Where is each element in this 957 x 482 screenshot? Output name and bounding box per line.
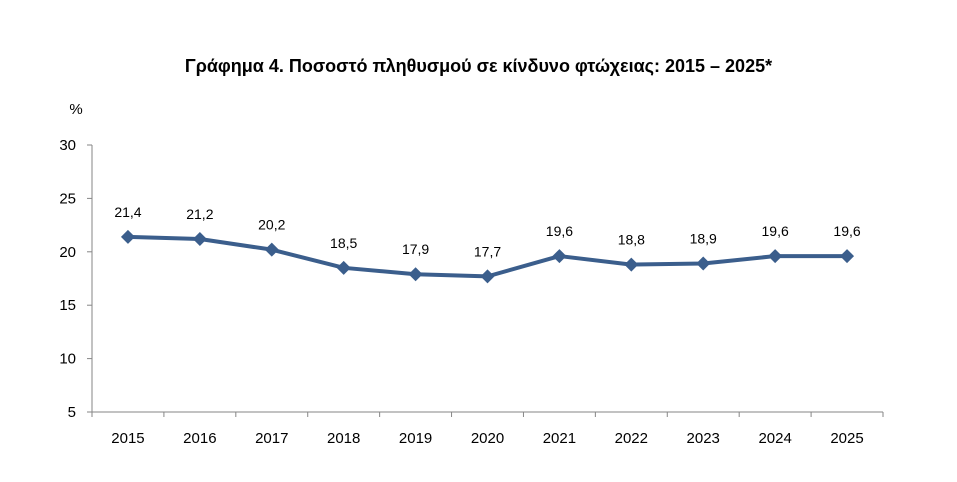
data-label: 20,2 <box>258 217 285 233</box>
data-label: 19,6 <box>546 223 573 239</box>
data-label: 21,2 <box>186 206 213 222</box>
x-tick-label: 2022 <box>615 430 648 447</box>
data-point-marker <box>120 229 135 244</box>
data-label: 21,4 <box>114 204 141 220</box>
data-point-marker <box>768 249 783 264</box>
y-tick-label: 10 <box>59 351 76 368</box>
x-tick-label: 2020 <box>471 430 504 447</box>
data-point-marker <box>192 231 207 246</box>
data-label: 18,8 <box>618 232 645 248</box>
y-tick-label: 5 <box>68 404 76 421</box>
data-point-marker <box>624 257 639 272</box>
y-axis: 5 10 15 20 25 30 <box>59 137 93 421</box>
x-tick-label: 2016 <box>183 430 216 447</box>
x-tick-label: 2018 <box>327 430 360 447</box>
data-label: 18,9 <box>690 231 717 247</box>
chart-title: Γράφημα 4. Ποσοστό πληθυσμού σε κίνδυνο … <box>184 56 773 76</box>
data-point-marker <box>696 256 711 271</box>
y-tick-label: 20 <box>59 244 76 261</box>
x-tick-label: 2015 <box>111 430 144 447</box>
y-tick-label: 15 <box>59 297 76 314</box>
data-point-marker <box>408 267 423 282</box>
data-point-marker <box>552 249 567 264</box>
series: 21,4 21,2 20,2 18,5 17,9 17,7 19,6 18,8 18,9 19,6… <box>114 204 861 284</box>
x-tick-label: 2023 <box>687 430 720 447</box>
x-tick-label: 2019 <box>399 430 432 447</box>
y-tick-label: 30 <box>59 137 76 154</box>
x-axis: 2015 2016 2017 2018 2019 2020 2021 2022 2023 2024… <box>91 411 884 447</box>
x-tick-label: 2021 <box>543 430 576 447</box>
y-axis-unit-label: % <box>69 101 82 118</box>
x-tick-label: 2025 <box>830 430 863 447</box>
y-tick-label: 25 <box>59 190 76 207</box>
data-point-marker <box>336 260 351 275</box>
data-point-marker <box>264 242 279 257</box>
data-label: 17,9 <box>402 241 429 257</box>
data-label: 19,6 <box>762 223 789 239</box>
data-point-marker <box>840 249 855 264</box>
x-tick-label: 2017 <box>255 430 288 447</box>
data-label: 19,6 <box>833 223 860 239</box>
data-label: 17,7 <box>474 243 501 259</box>
data-label: 18,5 <box>330 235 357 251</box>
data-point-marker <box>480 269 495 284</box>
x-tick-label: 2024 <box>758 430 791 447</box>
